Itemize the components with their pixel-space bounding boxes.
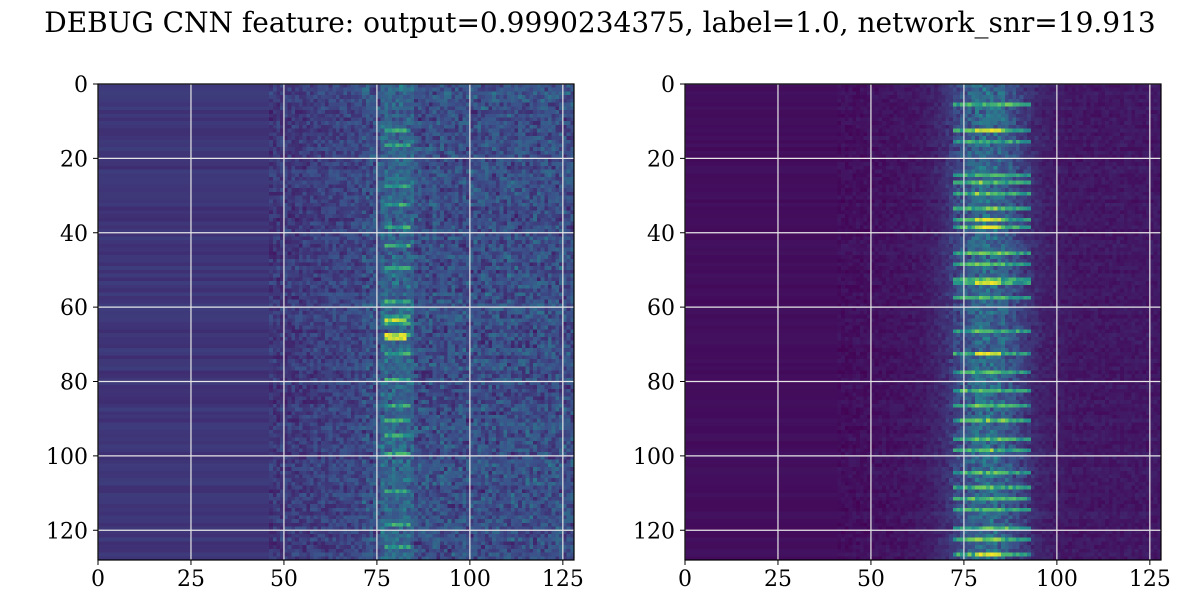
y-tick-label: 80	[60, 371, 88, 396]
x-tick-label: 50	[270, 567, 298, 592]
plot-frame	[97, 83, 575, 561]
plot-frame	[684, 83, 1162, 561]
x-tick-label: 0	[678, 567, 692, 592]
y-tick-label: 120	[46, 519, 88, 544]
x-tick-label: 75	[950, 567, 978, 592]
x-tick-label: 0	[91, 567, 105, 592]
x-tick-label: 125	[1129, 567, 1171, 592]
y-tick-label: 100	[46, 445, 88, 470]
y-tick-label: 100	[633, 445, 675, 470]
y-tick-label: 20	[647, 147, 675, 172]
y-tick-label: 60	[60, 296, 88, 321]
y-tick-label: 0	[74, 73, 88, 98]
y-tick-label: 80	[647, 371, 675, 396]
x-tick-label: 100	[1036, 567, 1078, 592]
y-tick-label: 40	[647, 222, 675, 247]
figure-title: DEBUG CNN feature: output=0.9990234375, …	[44, 6, 1156, 39]
heatmap-panel-right: 0 25 50 75 100 125 0 20 40 60 80 100 120	[633, 73, 1171, 592]
y-tick-label: 0	[661, 73, 675, 98]
x-tick-label: 75	[363, 567, 391, 592]
y-tick-label: 40	[60, 222, 88, 247]
y-tick-label: 60	[647, 296, 675, 321]
x-tick-label: 25	[764, 567, 792, 592]
heatmap-image	[685, 84, 1161, 560]
y-tick-label: 20	[60, 147, 88, 172]
x-tick-label: 50	[857, 567, 885, 592]
x-tick-label: 25	[177, 567, 205, 592]
heatmap-image	[98, 84, 574, 560]
y-tick-label: 120	[633, 519, 675, 544]
x-tick-label: 100	[449, 567, 491, 592]
x-tick-label: 125	[542, 567, 584, 592]
heatmap-panel-left: 0 25 50 75 100 125 0 20 40 60 80 100 120	[46, 73, 584, 592]
